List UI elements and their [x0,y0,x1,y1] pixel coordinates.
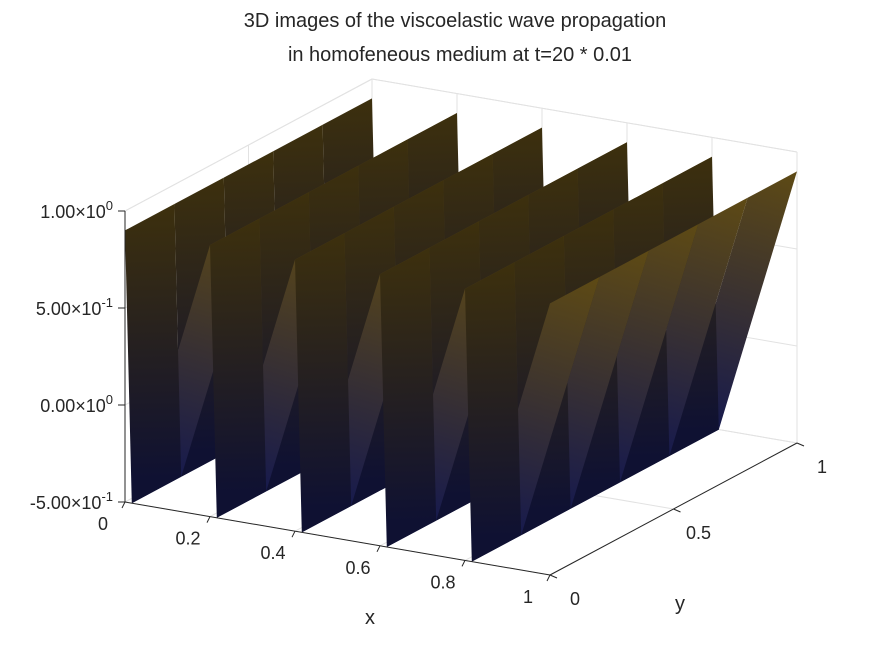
x-tick-label: 0.2 [175,529,200,549]
x-tick [376,545,381,553]
x-tick-label: 0.8 [430,572,455,592]
y-tick-label: 1 [817,457,827,477]
label-layer: 3D images of the viscoelastic wave propa… [244,10,685,629]
x-tick [206,516,211,523]
x-tick-label: 0.4 [260,543,285,563]
y-axis-label: y [675,593,685,615]
x-tick [121,501,126,509]
x-tick [461,560,466,567]
z-tick-exponent: -1 [101,489,113,504]
z-tick-exponent: 0 [106,198,113,213]
z-tick-mantissa: -5.00×10 [30,493,102,513]
x-tick-label: 0.6 [345,558,370,578]
chart-title-line-2: in homofeneous medium at t=20 * 0.01 [288,44,632,66]
chart-title-line-1: 3D images of the viscoelastic wave propa… [244,10,666,32]
x-tick-label: 1 [523,587,533,607]
y-tick-label: 0 [570,589,580,609]
z-tick-exponent: -1 [101,295,113,310]
x-tick-label: 0 [98,514,108,534]
x-tick [291,530,296,538]
z-tick-label: 5.00×10-1 [36,295,113,319]
x-tick [546,574,551,582]
y-tick [796,442,805,447]
z-tick-label: 1.00×100 [40,198,113,222]
box-edge [124,78,373,212]
surface-facet [380,247,437,548]
z-tick-mantissa: 1.00×10 [40,202,106,222]
x-axis-label: x [365,607,375,629]
surface-facet [210,218,267,518]
x-axis-line [124,501,551,576]
surface-facet [125,204,182,504]
y-tick-label: 0.5 [686,523,711,543]
axis-layer: 00.20.40.60.81 00.511.00×1005.00×10-10.00… [30,198,827,609]
surface-facet [295,233,352,533]
y-tick [673,508,681,513]
surface-layer [125,98,797,562]
z-tick-label: -5.00×10-1 [30,489,113,513]
z-tick-exponent: 0 [106,392,113,407]
y-tick [549,574,558,579]
z-tick-label: 0.00×100 [40,392,113,416]
box-edge [371,78,798,153]
surface-facet [465,262,522,562]
z-tick-mantissa: 0.00×10 [40,396,106,416]
z-tick-mantissa: 5.00×10 [36,299,102,319]
